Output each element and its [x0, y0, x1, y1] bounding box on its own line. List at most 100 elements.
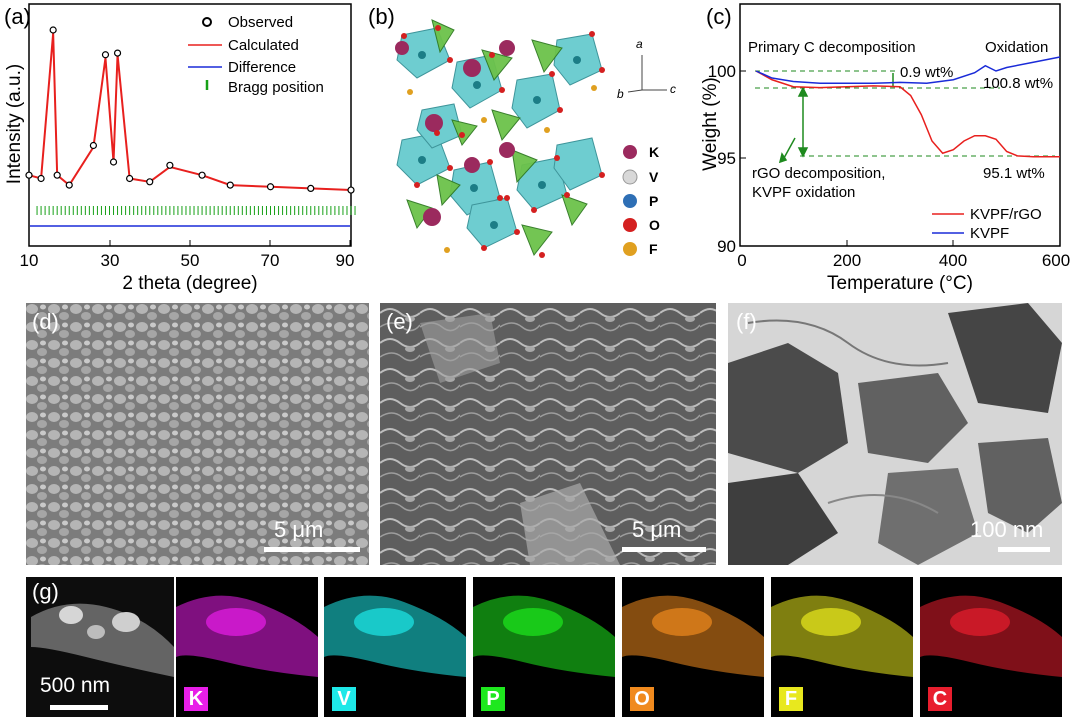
panel-c-ticks: 100 95 90 0 200 400 600: [708, 62, 1071, 270]
eds-map-k: K: [176, 577, 318, 717]
panel-a-xtick-label: 70: [261, 251, 280, 270]
series-observed-point: [37, 174, 45, 183]
panel-c-plot-area: [755, 56, 1061, 158]
panel-c-legend: KVPF/rGO KVPF: [932, 206, 1042, 242]
legend-o-atom: [623, 218, 637, 232]
panel-d-scale-label: 5 μm: [274, 517, 324, 542]
panel-d-label: (d): [32, 309, 59, 334]
legend-p-atom: [623, 194, 637, 208]
sem-sheets-texture: [380, 303, 716, 565]
annotation-95.1wt: 95.1 wt%: [983, 165, 1045, 182]
panel-c-xtick-label: 600: [1042, 251, 1070, 270]
series-observed-point: [53, 171, 61, 179]
panel-a-xtick-label: 30: [101, 251, 120, 270]
series-observed-point: [146, 178, 154, 186]
legend-v-label: V: [649, 169, 659, 185]
panel-g-haadf-image: (g) 500 nm: [26, 577, 174, 717]
annotation-rgo-2: KVPF oxidation: [752, 184, 855, 201]
panel-f-label: (f): [736, 309, 757, 334]
panel-g-scale-bar: [50, 705, 108, 710]
series-observed-point: [166, 161, 174, 169]
panel-d-sem-image: (d) 5 μm: [26, 303, 369, 565]
series-observed-point: [25, 171, 33, 179]
eds-map-c: C: [920, 577, 1062, 717]
panel-a-xlabel: 2 theta (degree): [122, 273, 257, 294]
panel-e-scale-label: 5 μm: [632, 517, 682, 542]
panel-c-arrows: [778, 73, 894, 164]
eds-map-label-c: C: [928, 687, 952, 711]
eds-map-label-k: K: [184, 687, 208, 711]
panel-b-crystal-structure: (b): [368, 4, 676, 258]
panel-a-xticks: 10 30 50 70 90: [20, 240, 355, 270]
panel-f-scale-label: 100 nm: [970, 517, 1044, 542]
series-observed-point: [101, 51, 110, 59]
panel-a-xtick-label: 50: [181, 251, 200, 270]
annotation-primary-c: Primary C decomposition: [748, 39, 916, 56]
series-observed-point: [347, 186, 355, 194]
axis-c-label: c: [670, 82, 676, 96]
panel-e-sem-image: (e) 5 μm: [380, 303, 716, 565]
eds-map-texture: [324, 595, 466, 677]
eds-map-texture: [622, 595, 764, 677]
series-kvpf-line: [755, 56, 1061, 85]
panel-c-ylabel: Weight (%): [700, 77, 721, 171]
legend-difference-label: Difference: [228, 59, 296, 76]
panel-f-scale-bar: [998, 547, 1050, 552]
series-observed-point: [113, 49, 122, 57]
panel-c-tga-chart: (c) Weight (%) 100 95 90 0 200 400 600 T…: [700, 3, 1071, 294]
legend-o-label: O: [649, 217, 660, 233]
panel-e-scale-bar: [622, 547, 706, 552]
series-observed-point: [65, 181, 73, 189]
series-observed-point: [226, 181, 234, 189]
annotation-oxidation: Oxidation: [985, 39, 1048, 56]
panel-a-xtick-label: 10: [20, 251, 39, 270]
series-observed-point: [89, 141, 98, 150]
axis-a-label: a: [636, 37, 643, 51]
panel-d-scale-bar: [264, 547, 360, 552]
haadf-texture: [26, 577, 174, 717]
legend-calculated-label: Calculated: [228, 37, 299, 54]
legend-f-label: F: [649, 241, 658, 257]
panel-c-xtick-label: 200: [833, 251, 861, 270]
eds-map-texture: [176, 595, 318, 677]
legend-k-label: K: [649, 144, 659, 160]
panel-c-xlabel: Temperature (°C): [827, 273, 973, 294]
eds-map-label-f: F: [779, 687, 803, 711]
panel-a-xrd-chart: (a) Intensity (a.u.) 10 30 50 70 90 2 th…: [4, 3, 356, 294]
legend-k-atom: [623, 145, 637, 159]
series-observed-point: [109, 158, 118, 166]
series-calculated-line: [28, 33, 352, 192]
eds-map-texture: [771, 595, 913, 677]
annotation-0.9wt: 0.9 wt%: [900, 64, 953, 81]
panel-a-xtick-label: 90: [336, 251, 355, 270]
panel-c-xtick-label: 0: [737, 251, 746, 270]
legend-p-label: P: [649, 193, 658, 209]
legend-observed-label: Observed: [228, 14, 293, 31]
eds-map-label-o: O: [630, 687, 654, 711]
panel-c-xtick-label: 400: [939, 251, 967, 270]
annotation-100.8wt: 100.8 wt%: [983, 75, 1053, 92]
panel-a-ylabel: Intensity (a.u.): [4, 64, 25, 184]
legend-f-atom: [623, 242, 637, 256]
legend-kvpf-label: KVPF: [970, 225, 1009, 242]
panel-b-label: (b): [368, 4, 395, 29]
panel-g-label: (g): [32, 579, 59, 604]
eds-map-o: O: [622, 577, 764, 717]
crystal-axes-indicator: a b c: [617, 37, 676, 101]
panel-c-frame: [739, 3, 1061, 247]
eds-map-texture: [473, 595, 615, 677]
axis-b-label: b: [617, 87, 624, 101]
eds-map-f: F: [771, 577, 913, 717]
eds-map-p: P: [473, 577, 615, 717]
series-observed-point: [49, 26, 57, 34]
legend-bragg-label: Bragg position: [228, 79, 324, 96]
legend-observed-marker: [202, 17, 212, 27]
panel-e-label: (e): [386, 309, 413, 334]
panel-a-legend: Observed Calculated Difference Bragg pos…: [188, 14, 324, 96]
series-observed-point: [307, 184, 315, 192]
eds-map-texture: [920, 595, 1062, 677]
panel-c-guide-lines: [755, 70, 1055, 157]
panel-f-tem-image: (f) 100 nm: [728, 303, 1062, 565]
series-kvpf-rgo-line: [755, 70, 1060, 158]
crystal-structure-illustration: [395, 19, 605, 258]
